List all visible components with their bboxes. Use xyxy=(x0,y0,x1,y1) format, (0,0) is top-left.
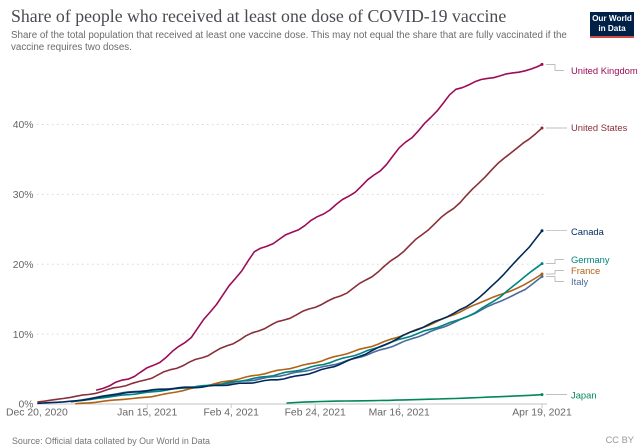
svg-text:Dec 20, 2020: Dec 20, 2020 xyxy=(6,408,68,419)
svg-text:20%: 20% xyxy=(13,260,34,271)
svg-text:0%: 0% xyxy=(18,400,33,411)
svg-text:Jan 15, 2021: Jan 15, 2021 xyxy=(117,408,177,419)
svg-text:Italy: Italy xyxy=(571,276,589,287)
svg-text:10%: 10% xyxy=(13,330,34,341)
svg-text:Feb 24, 2021: Feb 24, 2021 xyxy=(285,408,346,419)
svg-text:40%: 40% xyxy=(13,120,34,131)
svg-text:30%: 30% xyxy=(13,190,34,201)
svg-text:France: France xyxy=(571,265,600,276)
svg-text:Canada: Canada xyxy=(571,226,605,237)
svg-text:United Kingdom: United Kingdom xyxy=(571,65,638,76)
svg-text:Germany: Germany xyxy=(571,254,610,265)
svg-text:United States: United States xyxy=(571,122,628,133)
svg-text:Japan: Japan xyxy=(571,390,597,401)
svg-text:Feb 4, 2021: Feb 4, 2021 xyxy=(203,408,259,419)
svg-text:Apr 19, 2021: Apr 19, 2021 xyxy=(512,408,572,419)
svg-text:Mar 16, 2021: Mar 16, 2021 xyxy=(369,408,430,419)
